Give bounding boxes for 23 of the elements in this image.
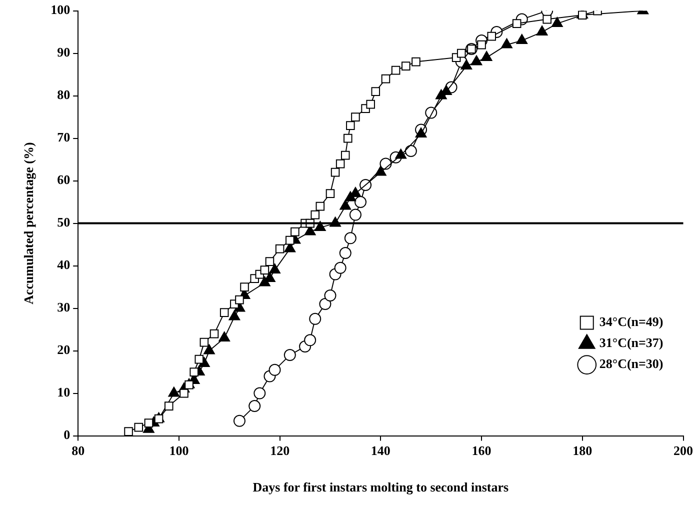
y-tick-label: 80 — [57, 87, 70, 102]
y-tick-label: 40 — [57, 257, 70, 272]
y-tick-label: 60 — [57, 172, 70, 188]
x-tick-label: 200 — [674, 442, 693, 458]
legend-label: 28°C(n=30) — [599, 356, 664, 372]
y-tick-label: 30 — [57, 300, 70, 315]
legend-label: 31°C(n=37) — [599, 335, 664, 350]
y-tick-label: 70 — [57, 130, 70, 145]
y-tick-label: 50 — [57, 214, 70, 230]
y-tick-label: 10 — [57, 384, 70, 400]
y-tick-label: 0 — [64, 427, 70, 442]
x-axis-title: Days for first instars molting to second instars — [252, 480, 509, 495]
y-tick-label: 20 — [57, 342, 70, 358]
legend-label: 34°C(n=49) — [599, 314, 664, 330]
x-tick-label: 100 — [169, 442, 189, 458]
x-tick-label: 120 — [270, 442, 290, 458]
x-tick-label: 160 — [472, 442, 492, 458]
x-tick-label: 80 — [72, 442, 85, 458]
x-tick-label: 180 — [572, 442, 592, 458]
y-axis-title: Accumulated percentage (%) — [21, 142, 36, 304]
x-tick-label: 140 — [370, 442, 390, 458]
y-tick-label: 100 — [50, 2, 70, 18]
y-tick-label: 90 — [57, 44, 70, 60]
